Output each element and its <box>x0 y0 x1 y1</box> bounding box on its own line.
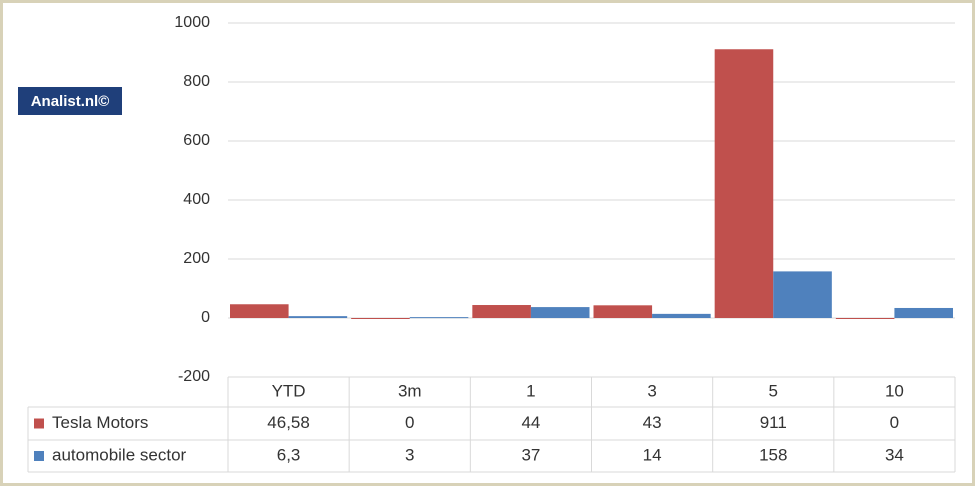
bar <box>530 307 590 318</box>
legend-swatch <box>34 451 44 461</box>
x-tick-label: 3 <box>647 381 656 400</box>
watermark: Analist.nl© <box>31 93 110 110</box>
x-tick-label: 1 <box>526 381 535 400</box>
bar <box>472 305 531 318</box>
bar <box>593 305 653 318</box>
bar <box>714 49 774 318</box>
bar <box>773 271 832 318</box>
bar <box>409 317 469 319</box>
legend-label: automobile sector <box>52 445 187 464</box>
table-value: 14 <box>643 445 662 464</box>
bar <box>652 313 711 318</box>
table-value: 0 <box>405 413 414 432</box>
bar <box>230 304 289 318</box>
watermark-box <box>18 87 122 115</box>
x-tick-label: 3m <box>398 381 422 400</box>
y-tick-label: 1000 <box>174 14 210 31</box>
table-value: 46,58 <box>267 413 310 432</box>
x-tick-label: YTD <box>272 381 306 400</box>
table-value: 34 <box>885 445 904 464</box>
legend-label: Tesla Motors <box>52 413 148 432</box>
table-value: 158 <box>759 445 787 464</box>
y-tick-label: 800 <box>183 73 210 90</box>
table-value: 43 <box>643 413 662 432</box>
table-value: 6,3 <box>277 445 301 464</box>
bar <box>351 318 410 319</box>
bar <box>894 307 953 318</box>
y-tick-label: 0 <box>201 309 210 326</box>
x-tick-label: 10 <box>885 381 904 400</box>
x-tick-label: 5 <box>769 381 778 400</box>
y-tick-label: 600 <box>183 132 210 149</box>
table-value: 0 <box>890 413 899 432</box>
y-tick-label: 400 <box>183 191 210 208</box>
table-value: 911 <box>760 413 787 432</box>
table-value: 3 <box>405 445 414 464</box>
y-tick-label: -200 <box>178 368 210 385</box>
legend-swatch <box>34 418 44 429</box>
bar <box>288 316 348 318</box>
y-tick-label: 200 <box>183 250 210 267</box>
table-value: 44 <box>521 413 540 432</box>
bar <box>835 318 895 319</box>
table-value: 37 <box>521 445 540 464</box>
